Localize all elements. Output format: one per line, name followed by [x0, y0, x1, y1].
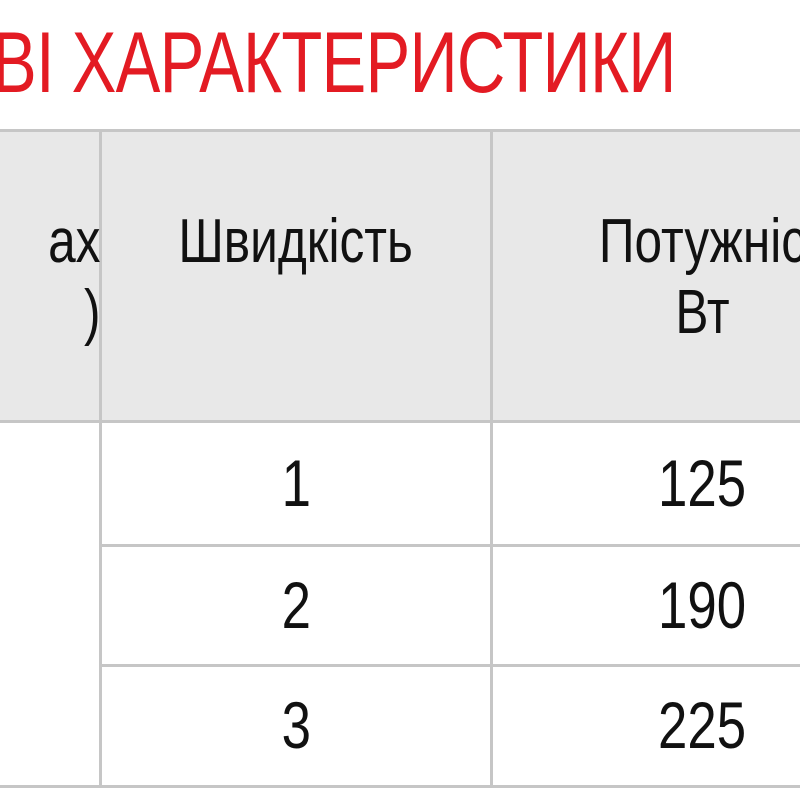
section-title: ВІ ХАРАКТЕРИСТИКИ: [0, 15, 676, 111]
header-partial-line2: ): [83, 278, 100, 348]
table-bottom-border: [0, 785, 800, 788]
header-partial-line1: ах: [47, 207, 100, 276]
header-cell-partial: ах ): [0, 130, 100, 420]
row-divider: [101, 664, 800, 667]
speed-value: 3: [281, 688, 311, 763]
table-top-border: [0, 129, 800, 132]
table-header-row: [0, 130, 800, 422]
speed-value: 2: [281, 567, 311, 642]
speed-cell: 2: [101, 547, 491, 664]
power-cell: 190: [492, 547, 800, 664]
power-cell: 125: [492, 423, 800, 544]
speed-cell: 1: [101, 423, 491, 544]
column-divider: [99, 130, 102, 787]
header-cell-power: Потужніс Вт: [492, 130, 800, 420]
header-speed-label: Швидкість: [178, 207, 414, 276]
power-value: 225: [657, 688, 747, 763]
power-value: 125: [657, 445, 747, 520]
column-divider: [490, 130, 493, 787]
row-divider: [101, 544, 800, 547]
header-bottom-border: [0, 420, 800, 423]
speed-cell: 3: [101, 667, 491, 785]
speed-value: 1: [281, 445, 311, 520]
header-power-unit: Вт: [674, 278, 730, 348]
power-cell: 225: [492, 667, 800, 785]
header-cell-speed: Швидкість: [101, 130, 491, 420]
power-value: 190: [657, 567, 747, 642]
header-power-line1: Потужніс: [598, 207, 800, 276]
